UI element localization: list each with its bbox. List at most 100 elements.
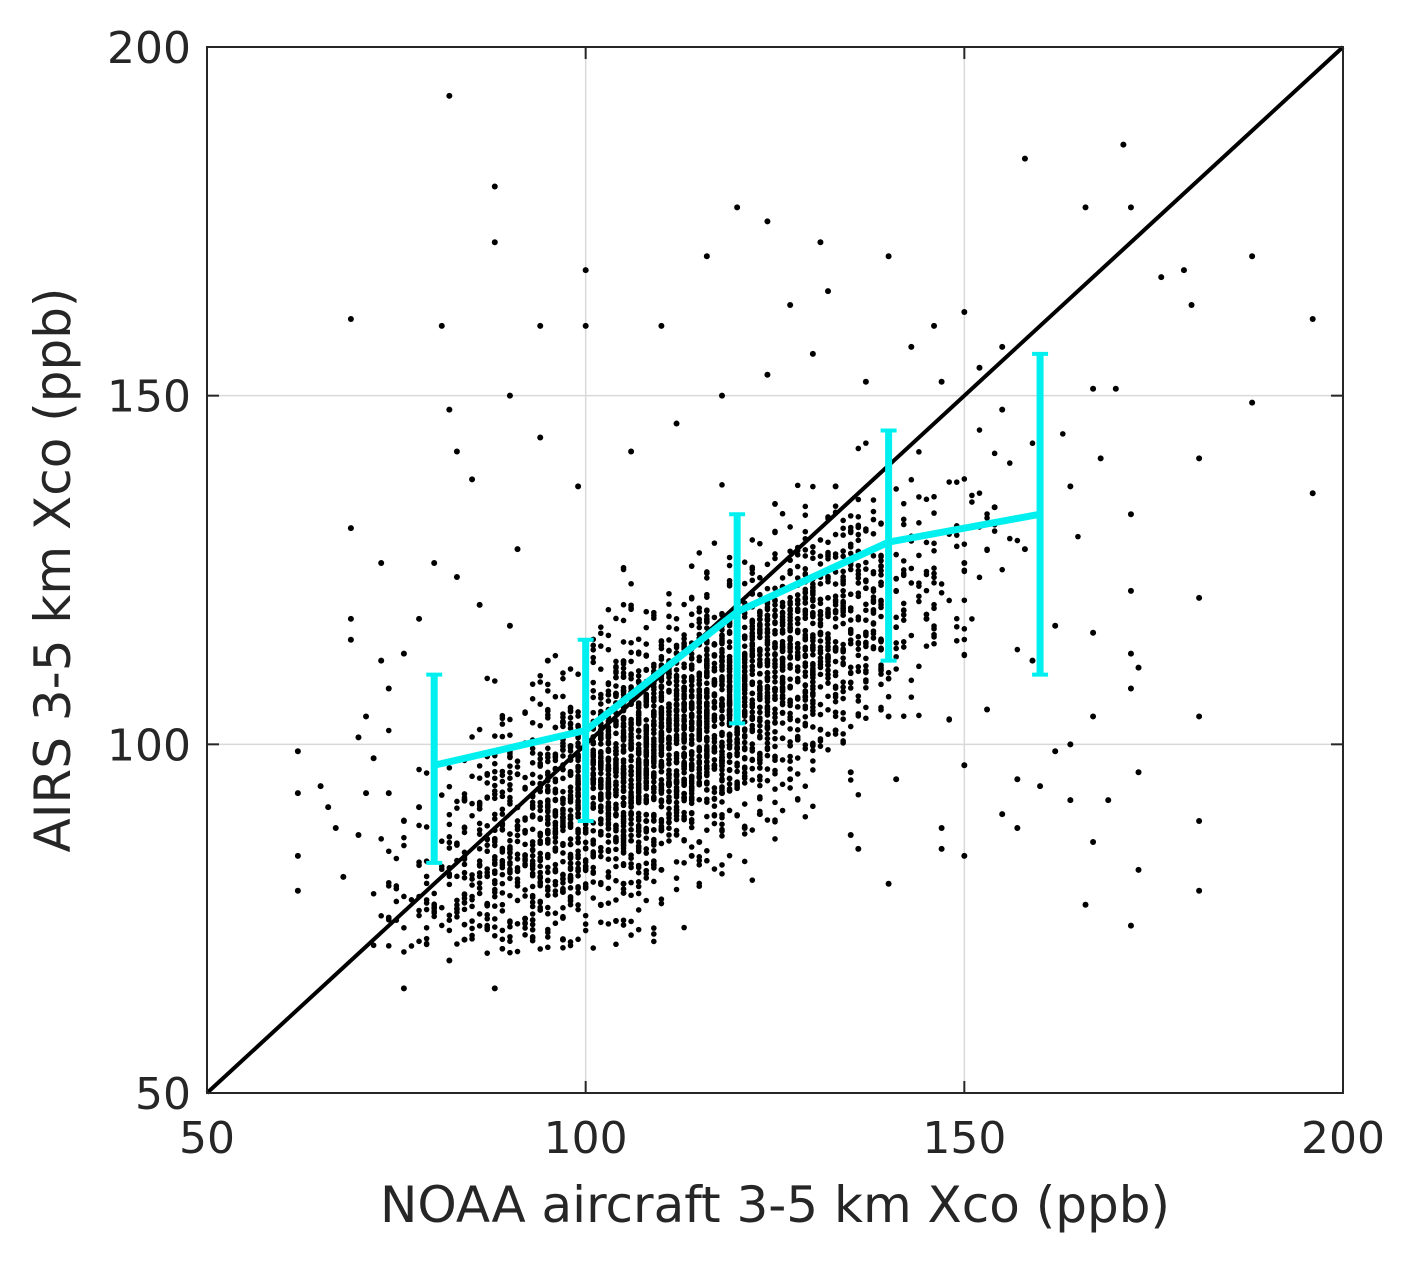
scatter-point: [620, 839, 627, 846]
scatter-point: [840, 710, 846, 716]
scatter-point: [1014, 825, 1021, 832]
scatter-point: [469, 903, 475, 910]
scatter-point: [454, 841, 460, 848]
scatter-point: [567, 874, 574, 881]
scatter-point: [446, 765, 453, 771]
scatter-point: [666, 761, 672, 767]
scatter-point: [1112, 385, 1119, 392]
scatter-point: [575, 860, 581, 867]
scatter-point: [598, 770, 604, 777]
scatter-point: [810, 803, 816, 810]
scatter-point: [802, 663, 809, 669]
scatter-point: [620, 922, 627, 928]
scatter-point: [514, 851, 521, 858]
scatter-point: [643, 797, 650, 804]
scatter-point: [545, 688, 551, 694]
scatter-point: [847, 777, 854, 783]
scatter-point: [635, 843, 642, 850]
scatter-point: [499, 857, 506, 864]
scatter-point: [757, 765, 763, 771]
scatter-point: [870, 599, 877, 606]
scatter-point: [719, 871, 725, 877]
scatter-point: [620, 809, 627, 816]
scatter-point: [529, 899, 536, 906]
scatter-point: [567, 836, 574, 842]
scatter-point: [643, 827, 650, 833]
scatter-point: [469, 773, 475, 780]
scatter-point: [537, 840, 544, 847]
scatter-point: [688, 824, 695, 831]
scatter-point: [651, 794, 657, 800]
scatter-point: [582, 857, 589, 863]
scatter-point: [567, 939, 574, 945]
scatter-point: [605, 874, 612, 880]
scatter-point: [575, 839, 581, 846]
scatter-point: [1196, 887, 1203, 894]
scatter-point: [658, 697, 665, 704]
scatter-point: [711, 664, 718, 671]
scatter-point: [961, 597, 968, 604]
scatter-point: [757, 695, 763, 702]
scatter-point: [794, 552, 801, 558]
scatter-point: [870, 508, 877, 515]
scatter-point: [363, 713, 370, 720]
scatter-point: [590, 654, 597, 661]
scatter-point: [1196, 713, 1203, 720]
scatter-point: [514, 920, 521, 927]
scatter-point: [1135, 769, 1142, 776]
scatter-point: [916, 593, 922, 600]
scatter-point: [840, 620, 846, 627]
scatter-point: [863, 629, 869, 636]
scatter-point: [620, 564, 627, 571]
scatter-point: [529, 681, 536, 687]
scatter-point: [469, 925, 475, 932]
scatter-point: [719, 686, 725, 693]
scatter-point: [696, 681, 703, 688]
scatter-point: [416, 615, 423, 622]
scatter-point: [961, 626, 968, 632]
scatter-point: [651, 931, 657, 937]
scatter-point: [681, 795, 687, 802]
scatter-point: [507, 801, 513, 807]
scatter-point: [423, 935, 430, 942]
scatter-point: [575, 792, 581, 799]
scatter-point: [704, 847, 710, 854]
scatter-point: [772, 770, 778, 777]
scatter-point: [598, 808, 604, 815]
scatter-point: [711, 653, 718, 659]
scatter-point: [666, 815, 672, 821]
scatter-point: [794, 668, 801, 674]
scatter-point: [605, 900, 612, 906]
scatter-point: [802, 669, 809, 675]
scatter-point: [787, 710, 793, 717]
scatter-point: [499, 772, 506, 779]
scatter-point: [802, 646, 809, 653]
scatter-point: [507, 781, 513, 788]
scatter-point: [651, 779, 657, 785]
scatter-point: [741, 580, 748, 587]
scatter-point: [514, 764, 521, 770]
scatter-point: [461, 936, 468, 943]
scatter-point: [704, 672, 710, 679]
scatter-point: [953, 532, 960, 538]
scatter-point: [658, 683, 665, 689]
scatter-point: [741, 801, 748, 807]
scatter-point: [507, 875, 513, 882]
scatter-point: [961, 636, 968, 643]
scatter-point: [711, 614, 718, 621]
scatter-point: [711, 704, 718, 710]
scatter-point: [507, 923, 513, 930]
scatter-point: [847, 605, 854, 611]
scatter-point: [545, 787, 551, 794]
scatter-point: [491, 678, 498, 684]
scatter-point: [598, 803, 604, 809]
scatter-point: [529, 750, 536, 756]
scatter-point: [931, 322, 938, 329]
scatter-point: [454, 897, 460, 904]
scatter-point: [643, 692, 650, 699]
scatter-point: [772, 728, 778, 735]
scatter-point: [764, 606, 771, 613]
scatter-point: [582, 921, 589, 927]
scatter-point: [643, 653, 650, 659]
scatter-point: [802, 566, 809, 572]
